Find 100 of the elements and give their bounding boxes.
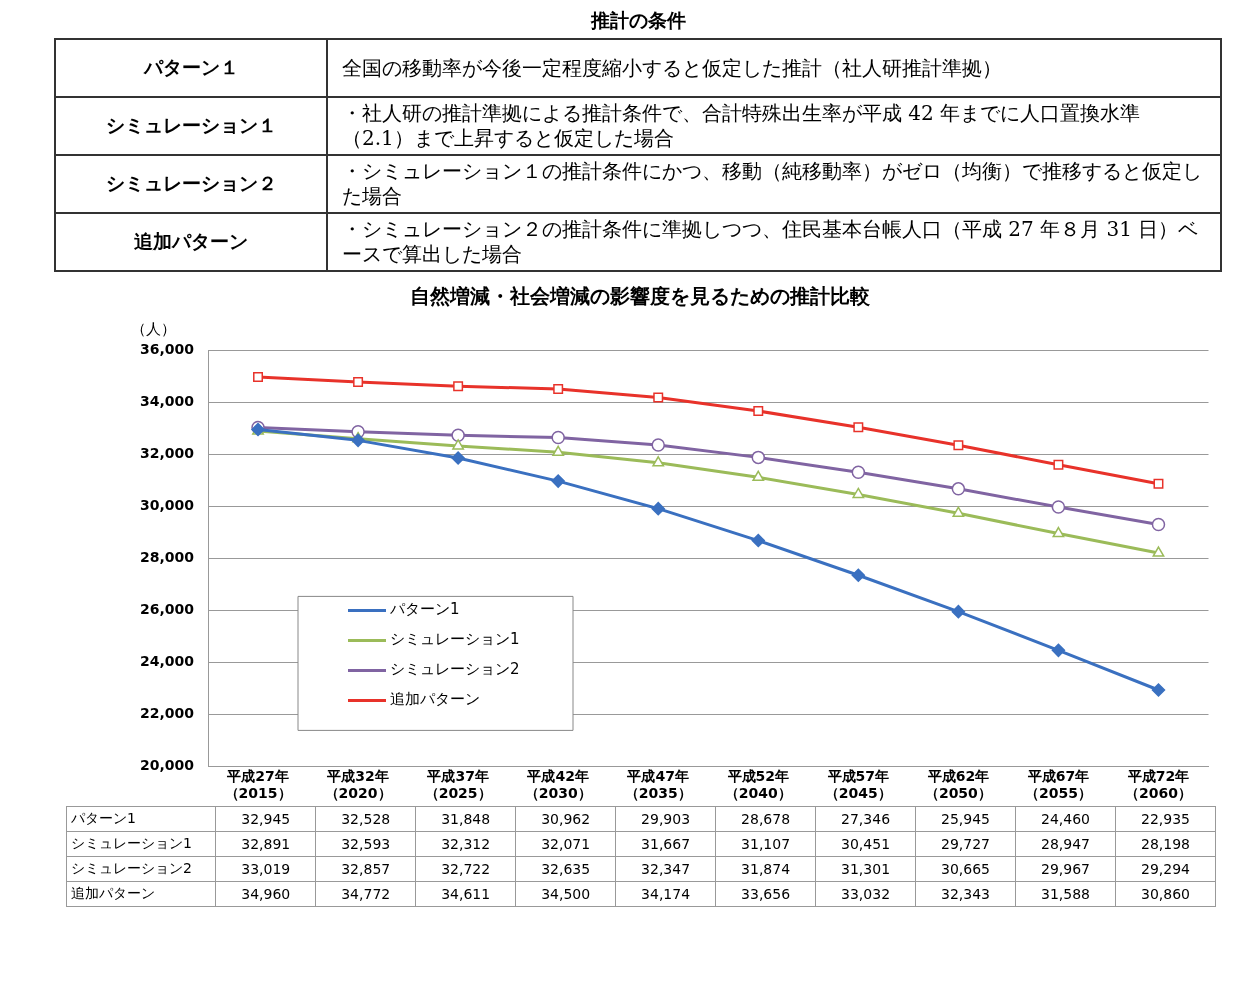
point	[551, 430, 565, 445]
data-label: 29,727	[915, 831, 1016, 857]
x-tick-label: 平成37年（2025）	[424, 768, 492, 802]
text: 追加パターン	[55, 213, 327, 271]
point	[1152, 546, 1165, 557]
point	[853, 422, 864, 433]
point	[951, 604, 966, 619]
data-label: 31,588	[1015, 881, 1116, 907]
data-label: 32,945	[215, 806, 316, 832]
data-label: 34,772	[315, 881, 416, 907]
data-label: 32,857	[315, 856, 416, 882]
point	[553, 384, 564, 395]
data-label: 32,312	[415, 831, 516, 857]
point	[651, 438, 665, 452]
data-label: 30,451	[815, 831, 916, 857]
data-label: 32,635	[515, 856, 616, 882]
text: 推計の条件	[589, 8, 687, 33]
point	[951, 482, 966, 496]
point	[652, 456, 665, 467]
x-tick-label: 平成47年（2035）	[624, 768, 692, 802]
legend-label: 追加パターン	[390, 690, 480, 709]
point	[453, 381, 464, 392]
point	[353, 376, 364, 387]
text: 全国の移動率が今後一定程度縮小すると仮定した推計（社人研推計準拠）	[327, 39, 1221, 97]
x-tick-label: 平成57年（2045）	[824, 768, 892, 802]
point	[552, 445, 565, 456]
data-label: 32,891	[215, 831, 316, 857]
x-tick-label: 平成27年（2015）	[224, 768, 292, 802]
point	[1053, 459, 1064, 470]
data-label: 28,947	[1015, 831, 1116, 857]
data-label: 31,301	[815, 856, 916, 882]
data-label: 32,722	[415, 856, 516, 882]
text: パターン１	[55, 39, 327, 97]
point	[451, 428, 465, 443]
point	[953, 440, 964, 451]
x-tick-label: 平成72年（2060）	[1124, 768, 1192, 802]
y-tick-label: 32,000	[139, 444, 195, 461]
y-tick-label: 22,000	[139, 704, 195, 721]
data-label: 32,071	[515, 831, 616, 857]
data-label: 27,346	[815, 806, 916, 832]
point	[451, 451, 465, 465]
data-label: 29,967	[1015, 856, 1116, 882]
point	[851, 568, 866, 582]
legend-label: シミュレーション2	[390, 660, 520, 679]
y-tick-label: 30,000	[139, 496, 195, 513]
text: シミュレーション2	[71, 860, 192, 876]
data-label: 29,294	[1115, 856, 1216, 882]
point	[351, 433, 365, 448]
legend-label: パターン1	[389, 600, 460, 619]
data-label: 22,935	[1115, 806, 1216, 832]
data-label: 28,678	[715, 806, 816, 832]
text: シミュレーション２	[55, 155, 327, 213]
data-label: 31,107	[715, 831, 816, 857]
data-label: 31,667	[615, 831, 716, 857]
y-tick-label: 28,000	[139, 548, 195, 565]
text: シミュレーション1	[71, 835, 192, 851]
data-label: 28,198	[1115, 831, 1216, 857]
point	[752, 470, 765, 482]
y-tick-label: 26,000	[139, 600, 195, 617]
point	[1052, 526, 1065, 538]
point	[851, 465, 866, 480]
text: ・社人研の推計準拠による推計条件で、合計特殊出生率が平成 42 年までに人口置換水準（2.1）まで上昇すると仮定した場合	[327, 97, 1221, 155]
point	[1051, 643, 1066, 658]
data-label: 32,528	[315, 806, 416, 832]
point	[1151, 683, 1166, 697]
data-label: 30,962	[515, 806, 616, 832]
y-tick-label: 20,000	[139, 757, 195, 774]
x-tick-label: 平成67年（2055）	[1024, 768, 1092, 802]
data-label: 30,665	[915, 856, 1016, 882]
chart-title: 自然増減・社会増減の影響度を見るための推計比較	[410, 284, 871, 309]
data-label: 32,347	[615, 856, 716, 882]
point	[253, 372, 264, 383]
x-tick-label: 平成42年（2030）	[524, 768, 592, 802]
data-label: 33,032	[815, 881, 916, 907]
point	[653, 392, 664, 403]
point	[751, 533, 766, 548]
data-label: 34,500	[515, 881, 616, 907]
point	[1153, 478, 1164, 489]
data-label: 34,611	[415, 881, 516, 907]
point	[753, 406, 764, 416]
data-label: 24,460	[1015, 806, 1116, 832]
text: ・シミュレーション１の推計条件にかつ、移動（純移動率）がゼロ（均衡）で推移すると仮定した場合	[327, 155, 1221, 213]
data-label: 32,593	[315, 831, 416, 857]
point	[452, 439, 465, 450]
legend-label: シミュレーション1	[390, 630, 520, 649]
data-label: 34,960	[215, 881, 316, 907]
y-tick-label: 24,000	[139, 652, 195, 669]
point	[551, 474, 565, 488]
point	[1051, 500, 1066, 514]
point	[751, 450, 766, 465]
point	[952, 506, 965, 518]
data-label: 34,174	[615, 881, 716, 907]
point	[852, 487, 865, 499]
x-tick-label: 平成62年（2050）	[924, 768, 992, 802]
text: 追加パターン	[71, 885, 155, 901]
data-label: 33,656	[715, 881, 816, 907]
y-tick-label: 36,000	[139, 340, 195, 357]
text: パターン1	[71, 810, 136, 826]
data-label: 31,874	[715, 856, 816, 882]
y-tick-label: 34,000	[139, 392, 195, 409]
